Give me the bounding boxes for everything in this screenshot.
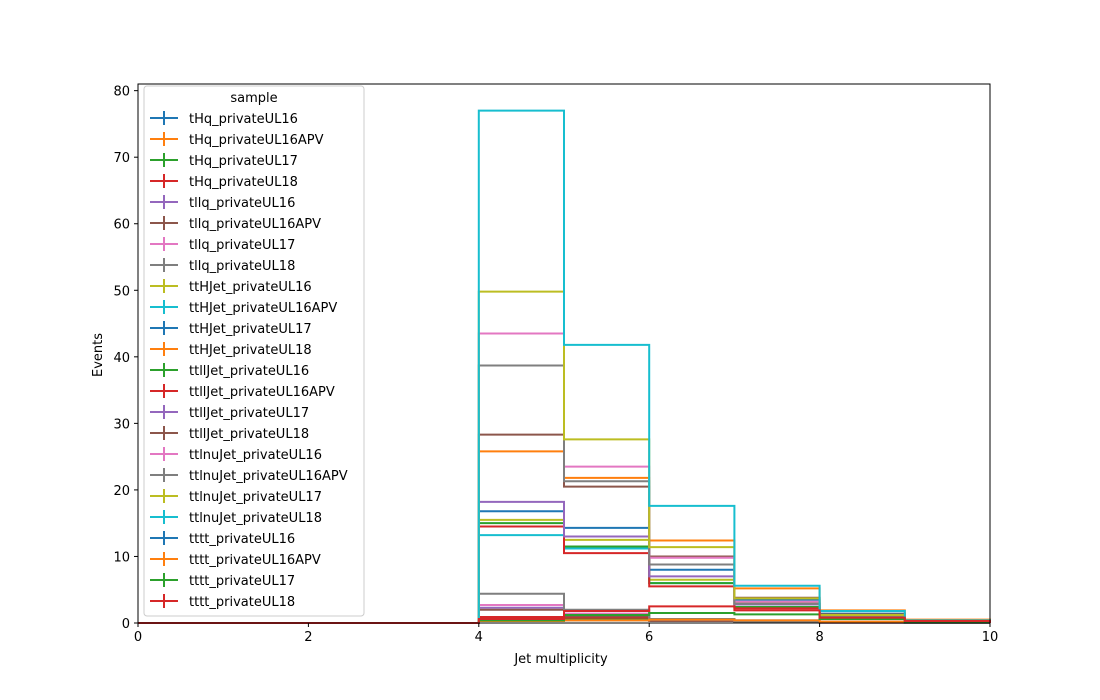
legend-label: ttlnuJet_privateUL16APV (189, 469, 348, 484)
legend-label: ttllJet_privateUL17 (189, 406, 309, 421)
x-tick-label: 2 (304, 630, 312, 645)
legend-label: ttlnuJet_privateUL18 (189, 511, 322, 526)
legend: sample tHq_privateUL16 tHq_privateUL16APV… (143, 85, 365, 617)
y-tick-label: 50 (113, 284, 130, 299)
legend-entry-3: tHq_privateUL18 (150, 174, 298, 190)
legend-entries: tHq_privateUL16 tHq_privateUL16APV tHq_pri… (150, 111, 348, 610)
legend-label: tttt_privateUL16APV (189, 553, 321, 568)
legend-label: ttllJet_privateUL16APV (189, 385, 335, 400)
x-tick-label: 6 (645, 630, 653, 645)
x-axis-label: Jet multiplicity (513, 652, 608, 667)
legend-entry-6: tllq_privateUL17 (150, 237, 295, 253)
legend-label: ttlnuJet_privateUL16 (189, 448, 322, 463)
legend-label: tllq_privateUL18 (189, 259, 295, 274)
legend-entry-13: ttllJet_privateUL16APV (150, 384, 335, 400)
legend-entry-14: ttllJet_privateUL17 (150, 405, 309, 421)
axes: 0 2 4 6 8 10 0 10 20 30 40 50 60 70 80 Jet multiplici… (91, 83, 998, 667)
legend-entry-8: ttHJet_privateUL16 (150, 279, 312, 295)
legend-label: tHq_privateUL16 (189, 112, 298, 127)
legend-entry-2: tHq_privateUL17 (150, 153, 298, 169)
x-tick-label: 10 (982, 630, 999, 645)
legend-label: ttHJet_privateUL16APV (189, 301, 337, 316)
legend-label: tttt_privateUL16 (189, 532, 295, 547)
legend-entry-9: ttHJet_privateUL16APV (150, 300, 337, 316)
legend-entry-10: ttHJet_privateUL17 (150, 321, 312, 337)
legend-label: tttt_privateUL18 (189, 595, 295, 610)
legend-label: tHq_privateUL17 (189, 154, 298, 169)
legend-entry-18: ttlnuJet_privateUL17 (150, 489, 322, 505)
legend-label: ttllJet_privateUL18 (189, 427, 309, 442)
x-tick-label: 4 (475, 630, 483, 645)
x-axis-ticks: 0 2 4 6 8 10 (134, 623, 998, 645)
legend-label: ttlnuJet_privateUL17 (189, 490, 322, 505)
y-tick-label: 40 (113, 351, 130, 366)
legend-label: tHq_privateUL18 (189, 175, 298, 190)
legend-frame (143, 85, 365, 617)
legend-entry-21: tttt_privateUL16APV (150, 552, 321, 568)
legend-entry-12: ttllJet_privateUL16 (150, 363, 309, 379)
legend-label: tllq_privateUL16 (189, 196, 295, 211)
legend-title: sample (230, 91, 277, 106)
y-tick-label: 10 (113, 550, 130, 565)
legend-label: ttHJet_privateUL17 (189, 322, 312, 337)
y-tick-label: 60 (113, 218, 130, 233)
legend-entry-17: ttlnuJet_privateUL16APV (150, 468, 348, 484)
x-tick-label: 0 (134, 630, 142, 645)
legend-label: tttt_privateUL17 (189, 574, 295, 589)
legend-entry-16: ttlnuJet_privateUL16 (150, 447, 322, 463)
legend-label: ttHJet_privateUL16 (189, 280, 312, 295)
y-tick-label: 70 (113, 151, 130, 166)
legend-entry-20: tttt_privateUL16 (150, 531, 295, 547)
y-tick-label: 0 (122, 617, 130, 632)
legend-entry-1: tHq_privateUL16APV (150, 132, 324, 148)
legend-entry-15: ttllJet_privateUL18 (150, 426, 309, 442)
legend-label: tllq_privateUL17 (189, 238, 295, 253)
legend-label: tllq_privateUL16APV (189, 217, 321, 232)
legend-entry-22: tttt_privateUL17 (150, 573, 295, 589)
legend-entry-23: tttt_privateUL18 (150, 594, 295, 610)
legend-label: ttllJet_privateUL16 (189, 364, 309, 379)
y-axis-label: Events (91, 333, 106, 377)
legend-entry-5: tllq_privateUL16APV (150, 216, 321, 232)
legend-entry-0: tHq_privateUL16 (150, 111, 298, 127)
y-tick-label: 30 (113, 417, 130, 432)
legend-label: ttHJet_privateUL18 (189, 343, 312, 358)
y-tick-label: 80 (113, 85, 130, 100)
legend-entry-19: ttlnuJet_privateUL18 (150, 510, 322, 526)
axes-frame (137, 83, 991, 624)
legend-label: tHq_privateUL16APV (189, 133, 324, 148)
legend-entry-4: tllq_privateUL16 (150, 195, 295, 211)
y-tick-label: 20 (113, 484, 130, 499)
legend-entry-7: tllq_privateUL18 (150, 258, 295, 274)
legend-entry-11: ttHJet_privateUL18 (150, 342, 312, 358)
y-axis-ticks: 0 10 20 30 40 50 60 70 80 (113, 85, 138, 632)
x-tick-label: 8 (815, 630, 823, 645)
